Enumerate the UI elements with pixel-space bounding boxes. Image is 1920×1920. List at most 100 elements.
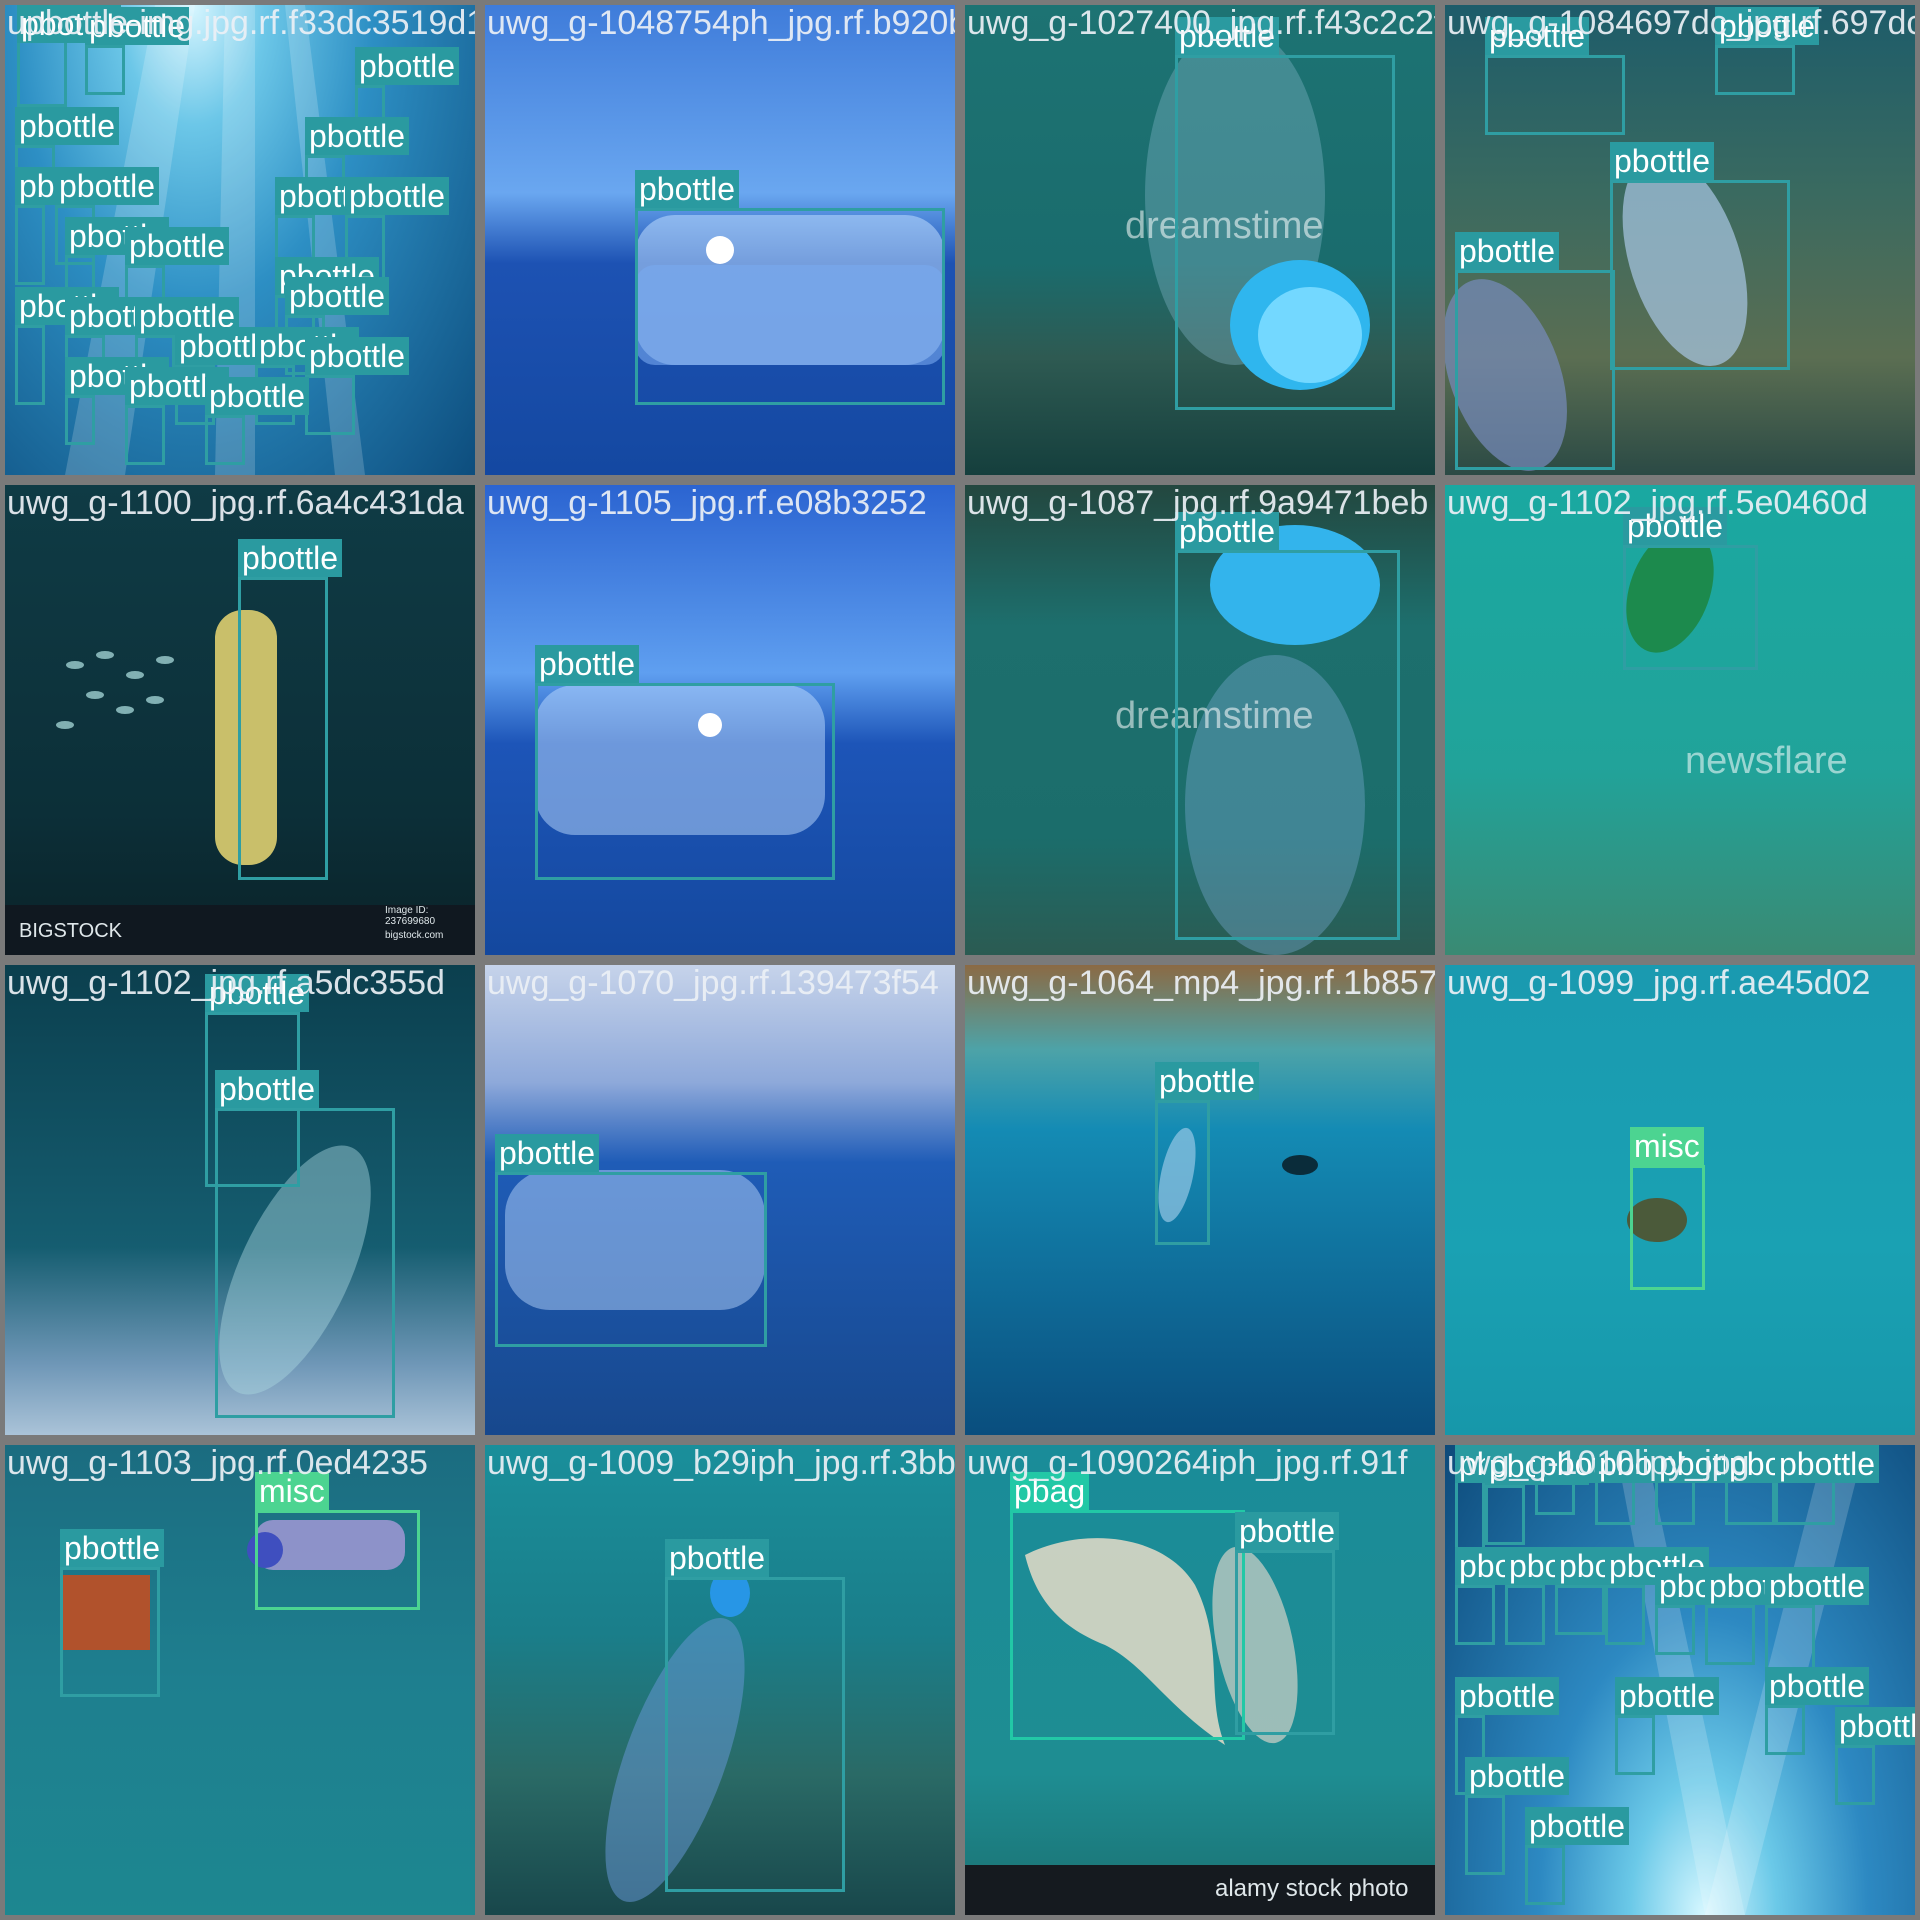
detection-box[interactable] bbox=[65, 395, 95, 445]
detection-box[interactable] bbox=[1465, 1795, 1505, 1875]
image-filename: uwg_g-1102_jpg.rf.a5dc355d bbox=[7, 965, 445, 1002]
detection-box[interactable] bbox=[60, 1567, 160, 1697]
image-tile[interactable]: dreamstime uwg_g-1087_jpg.rf.9a9471beb p… bbox=[965, 485, 1435, 955]
detection-box[interactable] bbox=[1505, 1585, 1545, 1645]
detection-label: pbottle bbox=[1765, 1667, 1870, 1705]
image-tile[interactable]: uwg_g-1084697dc_jpg.rf.697dc pbottle pbot… bbox=[1445, 5, 1915, 475]
detection-box[interactable] bbox=[1655, 1605, 1695, 1655]
detection-box[interactable] bbox=[1765, 1705, 1805, 1755]
detection-box[interactable] bbox=[1155, 1100, 1210, 1245]
detection-box[interactable] bbox=[1235, 1550, 1335, 1735]
image-filename: uwg_g-1090264iph_jpg.rf.91f bbox=[967, 1445, 1408, 1482]
detection-box[interactable] bbox=[85, 45, 125, 95]
image-filename: uwg_g-1102_jpg.rf.5e0460d bbox=[1447, 485, 1868, 522]
detection-box[interactable] bbox=[15, 205, 45, 285]
detection-box[interactable] bbox=[1835, 1745, 1875, 1805]
detection-box[interactable] bbox=[1705, 1605, 1755, 1665]
detection-label: pbottle bbox=[1775, 1445, 1880, 1483]
stock-site: bigstock.com bbox=[385, 930, 444, 941]
detection-label: pbottle bbox=[205, 974, 310, 1012]
detection-label: pbottle bbox=[15, 107, 120, 145]
caption-bar bbox=[5, 905, 475, 955]
image-tile[interactable]: uwg_g-1103_jpg.rf.0ed4235 pbottle misc bbox=[5, 1445, 475, 1915]
image-tile[interactable]: uwg_g-1070_jpg.rf.139473f54 pbottle bbox=[485, 965, 955, 1435]
detection-box[interactable] bbox=[1455, 270, 1615, 470]
detection-box[interactable] bbox=[215, 1108, 395, 1418]
detection-box[interactable] bbox=[1605, 1585, 1645, 1645]
detection-label: pbottle bbox=[345, 177, 450, 215]
image-tile[interactable]: uwg_g-1105_jpg.rf.e08b3252 pbottle bbox=[485, 485, 955, 955]
image-tile[interactable]: dreamstime uwg_g-1027400_jpg.rf.f43c2c2f… bbox=[965, 5, 1435, 475]
detection-box[interactable] bbox=[1715, 45, 1795, 95]
detection-label: pbottle bbox=[1465, 1757, 1570, 1795]
detection-box[interactable] bbox=[665, 1577, 845, 1892]
detection-box[interactable] bbox=[1175, 55, 1395, 410]
detection-box[interactable] bbox=[1455, 1585, 1495, 1645]
detection-box[interactable] bbox=[255, 1510, 420, 1610]
image-tile[interactable]: uwg_g-1099_jpg.rf.ae45d02 misc bbox=[1445, 965, 1915, 1435]
detection-box[interactable] bbox=[15, 325, 45, 405]
detection-label: pbottle bbox=[1715, 7, 1820, 45]
detection-box[interactable] bbox=[1610, 180, 1790, 370]
image-tile[interactable]: uwg_g-1064_mp4_jpg.rf.1b85730 pbottle bbox=[965, 965, 1435, 1435]
detection-label: pbottle bbox=[215, 1070, 320, 1108]
detection-label: pbottle bbox=[125, 227, 230, 265]
image-filename: uwg_g-1105_jpg.rf.e08b3252 bbox=[487, 485, 927, 522]
image-tile[interactable]: uwg_g-1102_jpg.rf.a5dc355d pbottle pbottl… bbox=[5, 965, 475, 1435]
watermark-text: dreamstime bbox=[1125, 205, 1324, 247]
detection-box[interactable] bbox=[125, 405, 165, 465]
detection-label: pbottle bbox=[1765, 1567, 1870, 1605]
scene-art bbox=[605, 1569, 750, 1902]
image-filename: uwg_g-1084697dc_jpg.rf.697dc bbox=[1447, 5, 1915, 42]
image-tile[interactable]: uwg_g-1048754ph_jpg.rf.b920b53 pbottle bbox=[485, 5, 955, 475]
detection-label: pbottle bbox=[1525, 1807, 1630, 1845]
detection-box[interactable] bbox=[1615, 1715, 1655, 1775]
detection-box[interactable] bbox=[238, 577, 328, 880]
detection-label: pbottle bbox=[1485, 17, 1590, 55]
detection-box[interactable] bbox=[305, 375, 355, 435]
detection-box[interactable] bbox=[495, 1172, 767, 1347]
scene-art bbox=[635, 215, 945, 365]
detection-box[interactable] bbox=[1555, 1585, 1605, 1635]
image-filename: uwg_g-1103_jpg.rf.0ed4235 bbox=[7, 1445, 428, 1482]
image-tile[interactable]: upbottle-img.jpg.rf.f33dc3519d10487d4 pb… bbox=[5, 5, 475, 475]
scene-art bbox=[1025, 1538, 1298, 1745]
watermark-text: dreamstime bbox=[1115, 695, 1314, 737]
image-tile[interactable]: newsflare uwg_g-1102_jpg.rf.5e0460d pbot… bbox=[1445, 485, 1915, 955]
scene-art bbox=[1627, 1198, 1687, 1242]
detection-label: pbottle bbox=[1235, 1512, 1340, 1550]
scene-art bbox=[1158, 1127, 1318, 1223]
image-filename: uwg_g-1087_jpg.rf.9a9471beb bbox=[967, 485, 1429, 522]
detection-label: pbottle bbox=[635, 170, 740, 208]
detection-label: pbottle bbox=[1610, 142, 1715, 180]
image-filename: upbottle-img.jpg.rf.f33dc3519d10487d4 bbox=[7, 5, 475, 42]
detection-box[interactable] bbox=[1010, 1510, 1245, 1740]
scene-art bbox=[1626, 527, 1714, 653]
detection-box[interactable] bbox=[1630, 1165, 1705, 1290]
detection-box[interactable] bbox=[205, 415, 245, 465]
detection-box[interactable] bbox=[1525, 1845, 1565, 1905]
image-filename: uwg_g-1100_jpg.rf.6a4c431da bbox=[7, 485, 464, 522]
detection-label: misc bbox=[255, 1472, 329, 1510]
detection-box[interactable] bbox=[1485, 1485, 1525, 1545]
detection-label: pbottle bbox=[1155, 1062, 1260, 1100]
detection-box[interactable] bbox=[635, 208, 945, 405]
detection-label: pbottle bbox=[85, 7, 190, 45]
detection-label: pbottle bbox=[665, 1539, 770, 1577]
scene-art bbox=[1145, 25, 1370, 390]
image-tile[interactable]: uwg_g-1010lipy_jpg pbottle pbottle pbottle… bbox=[1445, 1445, 1915, 1915]
detection-box[interactable] bbox=[1175, 550, 1400, 940]
image-tile[interactable]: uwg_g-1009_b29iph_jpg.rf.3bb4 pbottle bbox=[485, 1445, 955, 1915]
image-tile[interactable]: BIGSTOCK Image ID: 237699680 bigstock.co… bbox=[5, 485, 475, 955]
detection-box[interactable] bbox=[535, 683, 835, 880]
detection-label: pbottle bbox=[495, 1134, 600, 1172]
detection-box[interactable] bbox=[1623, 545, 1758, 670]
scene-art bbox=[56, 610, 277, 865]
detection-label: pbottle bbox=[1175, 512, 1280, 550]
detection-box[interactable] bbox=[1485, 55, 1625, 135]
image-tile[interactable]: alamy stock photo uwg_g-1090264iph_jpg.r… bbox=[965, 1445, 1435, 1915]
detection-label: pbottle bbox=[355, 47, 460, 85]
image-filename: uwg_g-1009_b29iph_jpg.rf.3bb4 bbox=[487, 1445, 955, 1482]
detection-label: pbottle bbox=[55, 167, 160, 205]
